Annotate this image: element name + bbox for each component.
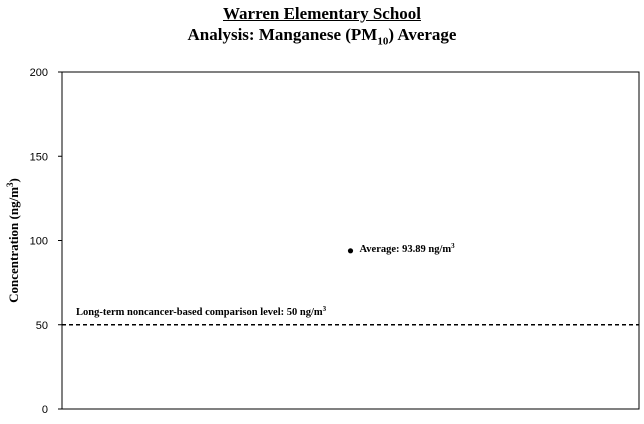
y-axis-label-sup: 3 [5, 182, 15, 187]
plot-area [61, 71, 640, 410]
chart-subtitle-suffix: ) Average [388, 25, 457, 44]
average-point [347, 248, 354, 254]
chart-marks: Long-term noncancer-based comparison lev… [62, 242, 639, 326]
average-point-label: Average: 93.89 ng/m3 [360, 242, 456, 255]
chart-title-block: Warren Elementary School Analysis: Manga… [0, 4, 644, 52]
y-axis: 0 50 100 150 200 [30, 67, 62, 416]
y-tick-label: 150 [30, 151, 48, 163]
chart-title: Warren Elementary School [223, 4, 421, 23]
y-axis-label: Concentration (ng/m3) [5, 178, 21, 303]
y-axis-label-suffix: ) [6, 178, 21, 182]
chart-subtitle-sub: 10 [377, 35, 389, 48]
reference-line-label: Long-term noncancer-based comparison lev… [76, 305, 327, 318]
chart-subtitle-prefix: Analysis: Manganese (PM [187, 25, 378, 44]
chart-subtitle: Analysis: Manganese (PM10) Average [0, 24, 644, 52]
y-tick-label: 50 [36, 320, 48, 332]
y-tick-label: 200 [30, 67, 48, 79]
y-tick-label: 0 [42, 404, 48, 416]
y-tick-label: 100 [30, 236, 48, 248]
y-axis-label-prefix: Concentration (ng/m [6, 187, 21, 303]
